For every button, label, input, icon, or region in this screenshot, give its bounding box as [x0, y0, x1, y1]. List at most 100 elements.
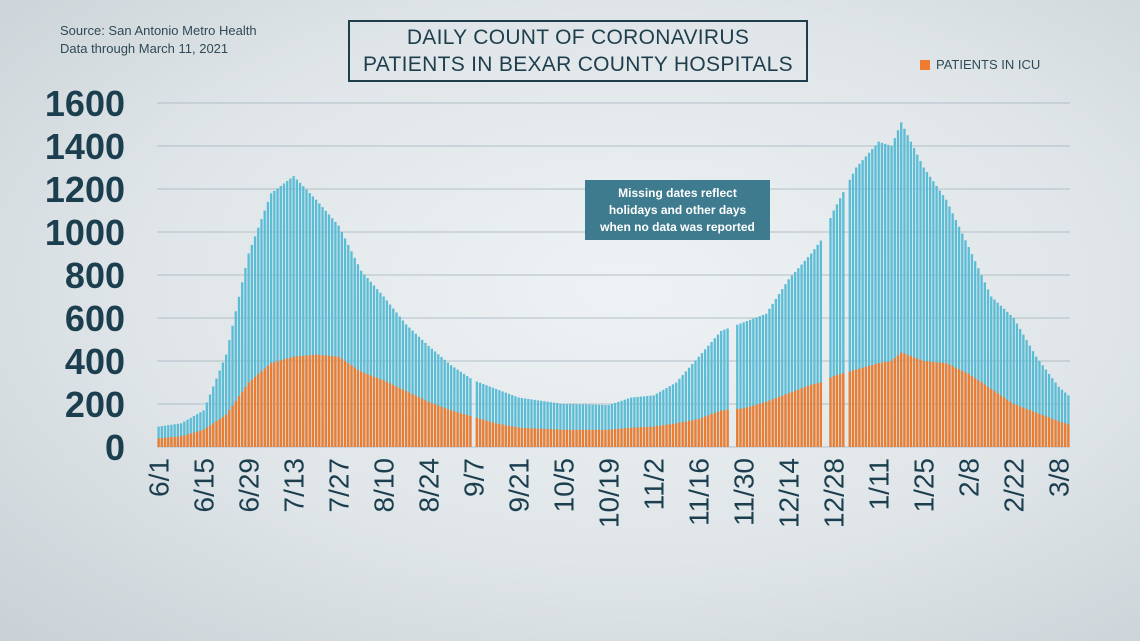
icu-bar: [411, 394, 414, 447]
total-bar: [639, 396, 642, 447]
total-bar: [961, 233, 964, 447]
total-bar: [768, 308, 771, 447]
icu-bar: [369, 375, 372, 447]
icu-bar: [1057, 421, 1060, 447]
icu-bar: [932, 361, 935, 447]
icu-bar: [777, 396, 781, 447]
x-tick-label: 12/28: [819, 458, 850, 528]
total-bar: [353, 257, 356, 447]
total-bar: [974, 261, 977, 447]
icu-bar: [713, 412, 716, 447]
icu-bar: [954, 367, 958, 447]
icu-bar: [900, 352, 903, 447]
x-tick-label: 10/5: [549, 458, 580, 513]
legend-swatch-icu: [920, 59, 930, 70]
total-bar: [562, 404, 565, 447]
icu-bar: [652, 426, 655, 447]
total-bar: [276, 188, 279, 447]
icu-bar: [951, 366, 954, 447]
total-bar: [900, 122, 903, 447]
icu-bar: [909, 356, 913, 447]
total-bar: [601, 404, 604, 447]
total-bar: [1051, 378, 1054, 447]
icu-bar: [691, 420, 694, 447]
total-bar: [1012, 318, 1015, 447]
y-tick-label: 400: [65, 341, 125, 382]
total-bar: [793, 271, 797, 447]
total-bar: [935, 185, 938, 447]
total-bar: [871, 149, 874, 448]
icu-bar: [533, 428, 536, 447]
total-bar: [684, 371, 687, 447]
icu-bar: [498, 423, 501, 447]
total-bar: [408, 327, 411, 447]
icu-bar: [363, 372, 366, 447]
total-bar: [556, 403, 559, 447]
total-bar: [675, 382, 678, 447]
total-bar: [257, 227, 260, 447]
icu-bar: [591, 429, 594, 447]
icu-bar: [626, 427, 630, 447]
icu-bar: [755, 404, 758, 447]
total-bar: [189, 417, 192, 447]
icu-bar: [404, 391, 408, 447]
icu-bar: [787, 393, 790, 447]
icu-bar: [774, 398, 778, 447]
total-bar: [896, 130, 900, 447]
icu-bar: [289, 357, 292, 447]
total-bar: [253, 236, 257, 447]
total-bar: [205, 402, 208, 447]
icu-bar: [314, 354, 318, 447]
icu-bar: [675, 423, 678, 447]
total-bar: [527, 398, 530, 447]
icu-bar: [292, 356, 295, 447]
total-bar: [495, 388, 498, 447]
icu-bar: [337, 356, 340, 447]
total-bar: [697, 356, 700, 447]
icu-bar: [925, 361, 929, 447]
total-bar: [948, 206, 951, 447]
icu-bar: [990, 388, 993, 447]
x-tick-label: 6/15: [189, 458, 220, 513]
x-tick-label: 8/24: [414, 458, 445, 513]
total-bar: [572, 404, 575, 447]
icu-bar: [607, 429, 610, 447]
y-tick-label: 1000: [45, 212, 125, 253]
icu-bar: [610, 429, 614, 447]
total-bar: [658, 391, 662, 447]
icu-bar: [941, 362, 945, 447]
total-bar: [469, 378, 472, 447]
icu-bar: [961, 370, 964, 447]
y-tick-label: 800: [65, 255, 125, 296]
total-bar: [170, 424, 173, 447]
total-bar: [462, 373, 466, 447]
x-tick-label: 10/19: [594, 458, 625, 528]
icu-bar: [967, 373, 970, 447]
icu-bar: [649, 426, 652, 447]
total-bar: [636, 396, 639, 447]
total-bar: [945, 199, 948, 447]
total-bar: [758, 316, 761, 447]
total-bar: [983, 282, 986, 447]
icu-bar: [231, 405, 234, 447]
icu-bar: [1064, 423, 1067, 447]
total-bar: [755, 317, 758, 447]
icu-bar: [710, 414, 713, 447]
icu-bar: [356, 369, 360, 447]
icu-bar: [421, 398, 424, 447]
total-bar: [655, 393, 659, 447]
total-bar: [491, 387, 495, 447]
icu-bar: [819, 382, 823, 447]
total-bar: [401, 320, 405, 447]
total-bar: [421, 339, 424, 447]
icu-bar: [726, 409, 729, 447]
total-bar: [311, 196, 315, 447]
icu-bar: [707, 415, 710, 447]
x-tick-label: 8/10: [369, 458, 400, 513]
icu-bar: [928, 361, 932, 447]
icu-bar: [938, 362, 941, 447]
total-bar: [282, 183, 286, 447]
total-bar: [610, 404, 614, 447]
x-tick-label: 9/7: [459, 458, 490, 497]
x-tick-label: 9/21: [504, 458, 535, 513]
